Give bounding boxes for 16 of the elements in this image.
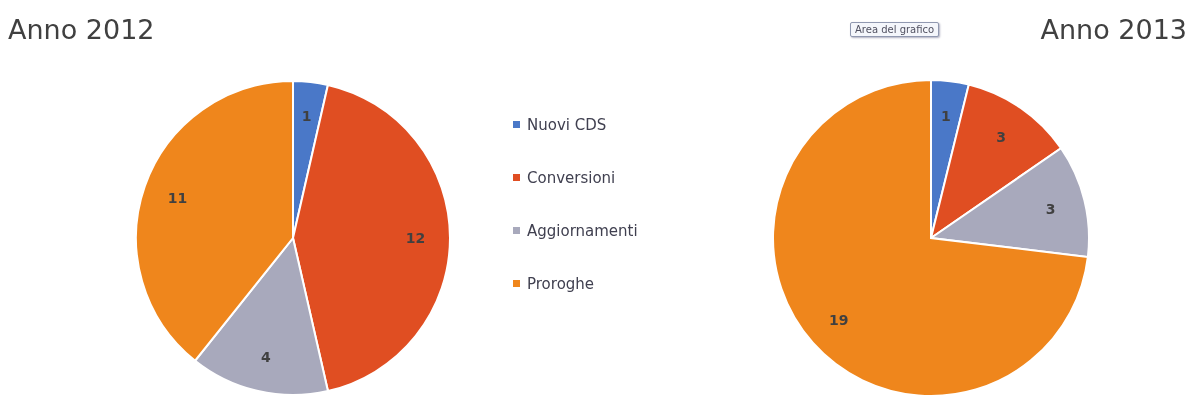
legend-label: Aggiornamenti xyxy=(527,221,638,240)
data-label: 3 xyxy=(996,128,1006,145)
data-label: 19 xyxy=(829,311,849,328)
data-label: 1 xyxy=(940,107,951,124)
legend-label: Nuovi CDS xyxy=(527,115,607,134)
data-label: 4 xyxy=(260,349,271,366)
data-label: 12 xyxy=(405,230,426,246)
legend-label: Conversioni xyxy=(527,168,616,187)
legend-label: Proroghe xyxy=(527,274,595,293)
chart-title: Anno 2012 xyxy=(8,14,155,45)
data-label: 1 xyxy=(301,108,312,125)
chart-title: Anno 2013 xyxy=(1040,14,1187,45)
pie-slice xyxy=(772,79,1089,397)
data-label: 11 xyxy=(167,189,188,206)
text: Area del grafico xyxy=(850,22,940,37)
data-label: 3 xyxy=(1045,200,1056,217)
